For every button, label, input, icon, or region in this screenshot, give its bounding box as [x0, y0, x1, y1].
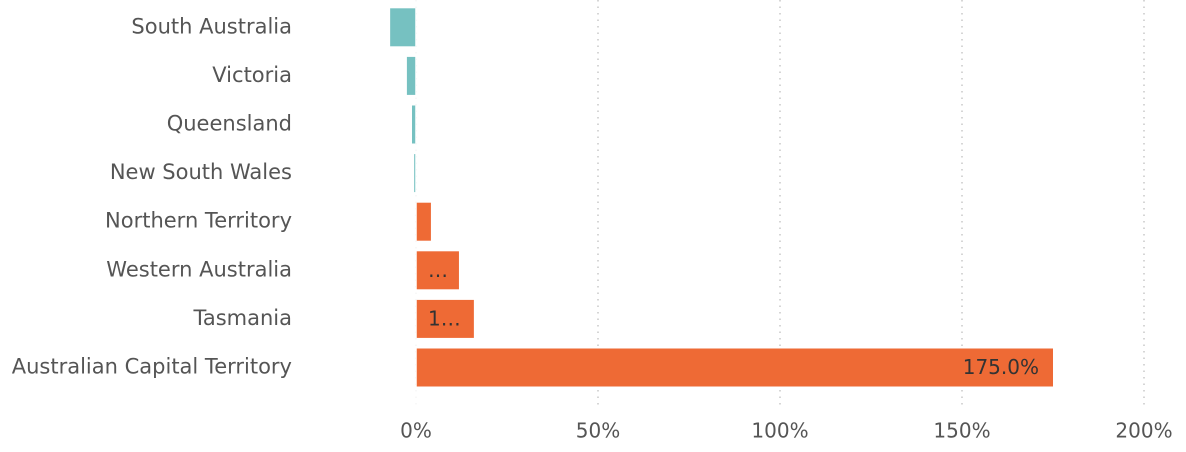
bar [416, 202, 431, 241]
y-tick-label: Victoria [212, 63, 292, 87]
bar [411, 105, 416, 144]
bar [416, 299, 474, 338]
y-tick-label: South Australia [131, 14, 292, 38]
bar [414, 154, 416, 193]
data-label: 1… [428, 306, 461, 330]
bar [390, 8, 416, 47]
bar [416, 348, 1053, 387]
y-tick-label: Australian Capital Territory [12, 355, 292, 379]
y-tick-label: Tasmania [193, 306, 293, 330]
x-tick-label: 100% [751, 419, 808, 443]
x-tick-label: 150% [933, 419, 990, 443]
x-tick-label: 50% [576, 419, 620, 443]
y-tick-label: Northern Territory [105, 209, 292, 233]
data-label: … [428, 258, 448, 282]
x-tick-label: 200% [1115, 419, 1172, 443]
y-tick-label: New South Wales [110, 160, 292, 184]
y-tick-label: Western Australia [106, 257, 292, 281]
y-tick-label: Queensland [167, 112, 292, 136]
bar [406, 56, 416, 95]
bar [416, 251, 459, 290]
data-label: 175.0% [963, 355, 1039, 379]
x-tick-label: 0% [400, 419, 432, 443]
